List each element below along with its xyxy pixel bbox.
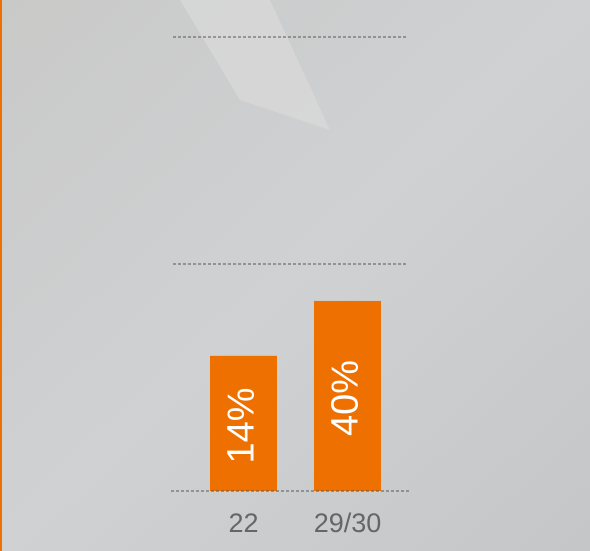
edge-accent bbox=[0, 0, 2, 551]
x-tick-label: 22 bbox=[228, 508, 258, 538]
value-label: 14% bbox=[221, 387, 263, 463]
bar bbox=[210, 355, 277, 491]
background-shape bbox=[180, 0, 330, 130]
bar bbox=[314, 300, 381, 491]
value-label: 40% bbox=[325, 360, 367, 436]
x-tick-label: 29/30 bbox=[314, 508, 382, 538]
